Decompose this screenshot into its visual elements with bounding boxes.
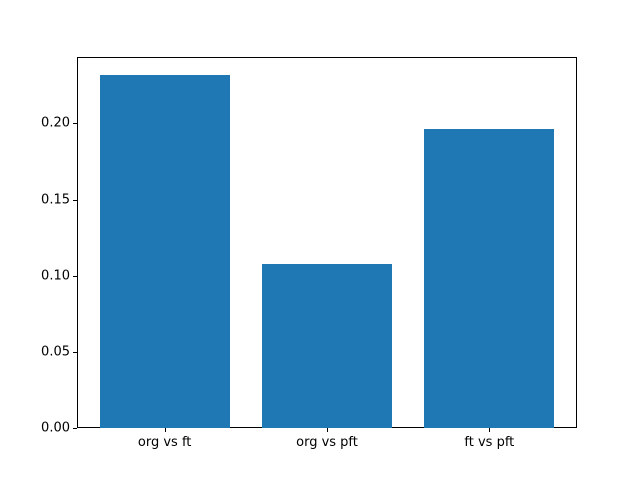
y-tick-mark <box>73 275 77 277</box>
x-tick-mark <box>164 428 166 432</box>
y-tick-label: 0.10 <box>41 268 70 284</box>
y-tick-mark <box>73 199 77 201</box>
y-tick-label: 0.15 <box>41 192 70 208</box>
y-tick-label: 0.20 <box>41 115 70 131</box>
y-tick-mark <box>73 351 77 353</box>
bar <box>99 74 230 428</box>
y-tick-label: 0.00 <box>41 420 70 436</box>
y-tick-mark <box>73 428 77 429</box>
bar <box>262 263 392 428</box>
y-tick-label: 0.05 <box>41 344 70 360</box>
x-tick-mark <box>327 428 328 432</box>
bar <box>424 129 555 428</box>
x-tick-mark <box>489 428 491 432</box>
x-tick-label: org vs ft <box>137 435 192 450</box>
x-tick-label: ft vs pft <box>464 435 515 450</box>
y-tick-mark <box>73 123 77 125</box>
x-tick-label: org vs pft <box>296 435 358 450</box>
